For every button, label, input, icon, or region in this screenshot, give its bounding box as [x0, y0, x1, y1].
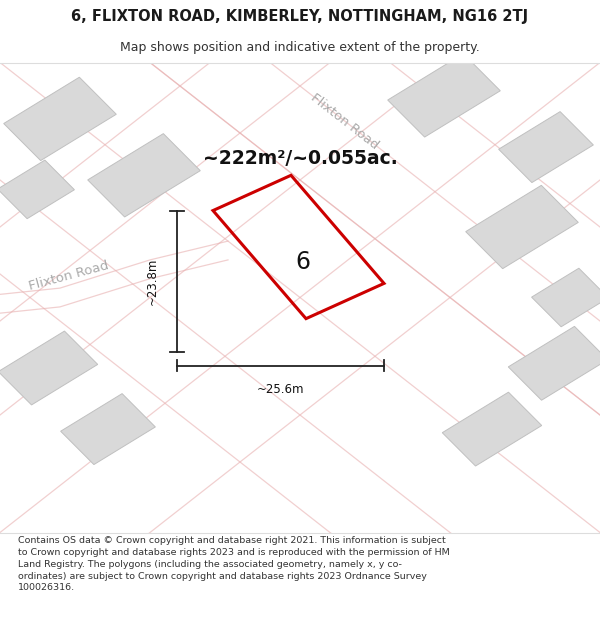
Text: Map shows position and indicative extent of the property.: Map shows position and indicative extent… — [120, 41, 480, 54]
Polygon shape — [388, 54, 500, 137]
Polygon shape — [442, 392, 542, 466]
Text: Contains OS data © Crown copyright and database right 2021. This information is : Contains OS data © Crown copyright and d… — [18, 536, 450, 592]
Polygon shape — [4, 78, 116, 161]
Polygon shape — [0, 331, 98, 405]
Text: ~25.6m: ~25.6m — [257, 382, 304, 396]
Text: ~222m²/~0.055ac.: ~222m²/~0.055ac. — [203, 149, 397, 168]
Polygon shape — [508, 326, 600, 400]
Polygon shape — [499, 112, 593, 182]
Polygon shape — [88, 134, 200, 217]
Text: ~23.8m: ~23.8m — [145, 258, 158, 305]
Polygon shape — [61, 394, 155, 464]
Text: Flixton Road: Flixton Road — [28, 259, 110, 293]
Polygon shape — [0, 160, 74, 219]
Text: 6: 6 — [296, 250, 311, 274]
Polygon shape — [532, 268, 600, 327]
Polygon shape — [466, 186, 578, 269]
Text: 6, FLIXTON ROAD, KIMBERLEY, NOTTINGHAM, NG16 2TJ: 6, FLIXTON ROAD, KIMBERLEY, NOTTINGHAM, … — [71, 9, 529, 24]
Text: Flixton Road: Flixton Road — [308, 91, 382, 152]
